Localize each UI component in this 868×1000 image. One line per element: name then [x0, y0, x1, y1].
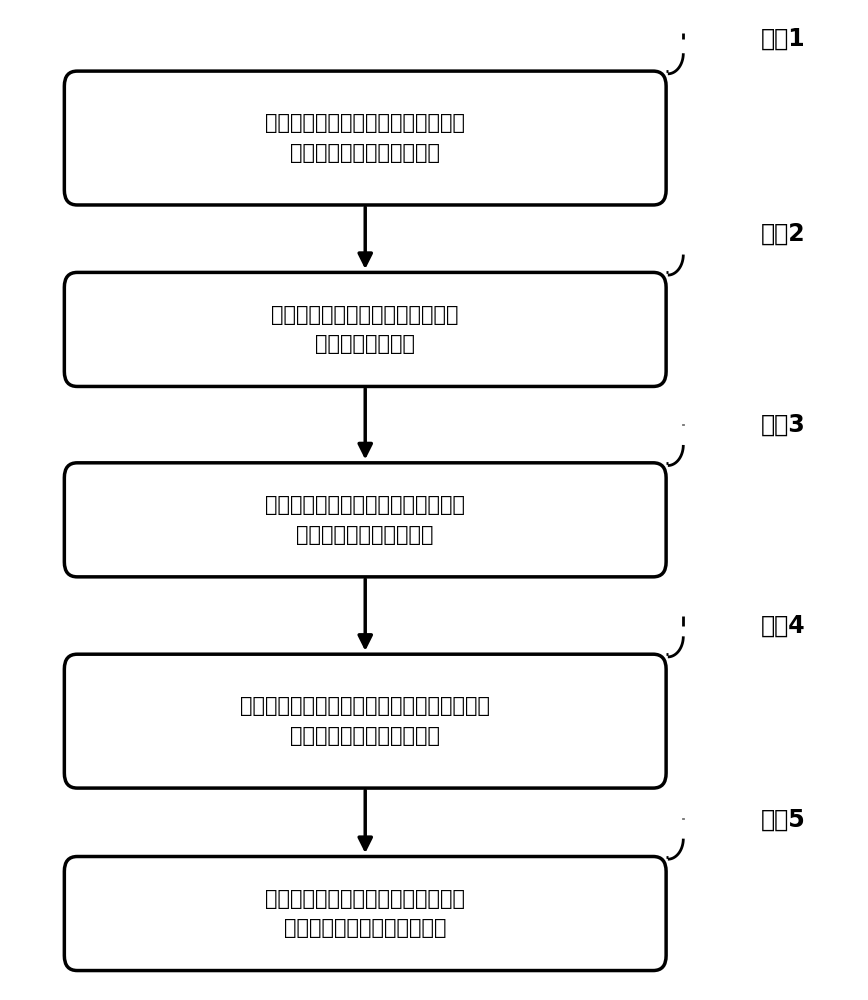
- Text: 基于系统传递函数及期望脉冲信号频域波形，
相乘获得系统频域响应函数: 基于系统传递函数及期望脉冲信号频域波形， 相乘获得系统频域响应函数: [240, 696, 490, 746]
- Text: 步骤4: 步骤4: [760, 614, 806, 638]
- FancyBboxPatch shape: [64, 272, 666, 386]
- FancyBboxPatch shape: [64, 71, 666, 205]
- Text: 步骤2: 步骤2: [760, 222, 806, 246]
- Text: 基于海冰声参数建立冰层声波导理论
模型，求解并获得频散曲线: 基于海冰声参数建立冰层声波导理论 模型，求解并获得频散曲线: [266, 113, 465, 163]
- FancyBboxPatch shape: [64, 654, 666, 788]
- FancyBboxPatch shape: [64, 857, 666, 971]
- Text: 将频域响应转换到时域，在时域对其
反转以完成发射端波形的设计: 将频域响应转换到时域，在时域对其 反转以完成发射端波形的设计: [266, 889, 465, 938]
- Text: 明确声源激发参数，基于频散曲线
确定系统频散函数: 明确声源激发参数，基于频散曲线 确定系统频散函数: [272, 305, 459, 354]
- Text: 步骤3: 步骤3: [760, 413, 806, 437]
- FancyBboxPatch shape: [64, 463, 666, 577]
- Text: 步骤1: 步骤1: [760, 27, 806, 51]
- Text: 基于频散函数，计入接收端与发射端
的距离计算系统传递函数: 基于频散函数，计入接收端与发射端 的距离计算系统传递函数: [266, 495, 465, 545]
- Text: 步骤5: 步骤5: [760, 807, 806, 831]
